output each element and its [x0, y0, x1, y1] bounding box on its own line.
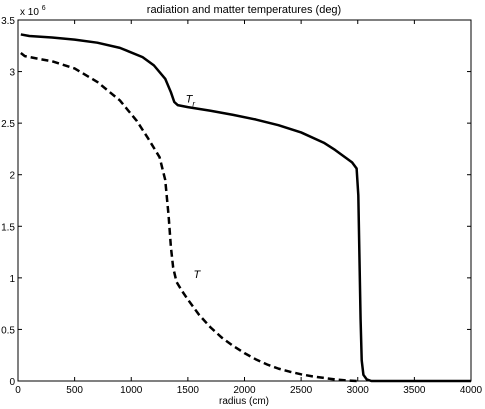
x-tick-label: 2500 — [290, 385, 313, 396]
chart-title: radiation and matter temperatures (deg) — [147, 4, 341, 16]
series-line-dashed — [20, 52, 357, 383]
x-axis-ticks: 0 500 1000 1500 2000 2500 3000 3500 4000 — [15, 20, 483, 396]
series-annotation: T — [194, 269, 202, 281]
x-tick-label: 1000 — [120, 385, 143, 396]
x-tick-label: 2000 — [233, 385, 256, 396]
series-annotation-subscript: r — [192, 100, 195, 109]
x-tick-label: 0 — [15, 385, 21, 396]
x-tick-label: 500 — [66, 385, 83, 396]
x-axis-label: radius (cm) — [219, 396, 269, 407]
y-multiplier-base: x 10 — [20, 7, 39, 18]
y-tick-label: 0 — [9, 377, 15, 388]
x-tick-label: 1500 — [177, 385, 200, 396]
series-annotation-main: T — [186, 94, 194, 106]
y-tick-label: 1.5 — [1, 222, 15, 233]
y-tick-label: 0.5 — [1, 325, 15, 336]
series-layer — [20, 33, 471, 383]
annotation-layer: TrT — [186, 94, 202, 281]
x-tick-label: 3000 — [347, 385, 370, 396]
y-tick-label: 3.5 — [1, 16, 15, 27]
series-annotation-main: T — [194, 269, 202, 281]
y-multiplier-label: x 10 6 — [20, 5, 46, 18]
x-tick-label: 3500 — [403, 385, 426, 396]
y-multiplier-exponent: 6 — [42, 5, 46, 12]
y-tick-label: 3 — [9, 68, 15, 79]
y-tick-label: 1 — [9, 274, 15, 285]
series-line-solid — [20, 33, 471, 383]
y-tick-label: 2.5 — [1, 119, 15, 130]
series-annotation: Tr — [186, 94, 196, 109]
y-axis-ticks: 0 0.5 1 1.5 2 2.5 3 3.5 — [1, 16, 471, 388]
x-tick-label: 4000 — [460, 385, 483, 396]
y-tick-label: 2 — [9, 171, 15, 182]
